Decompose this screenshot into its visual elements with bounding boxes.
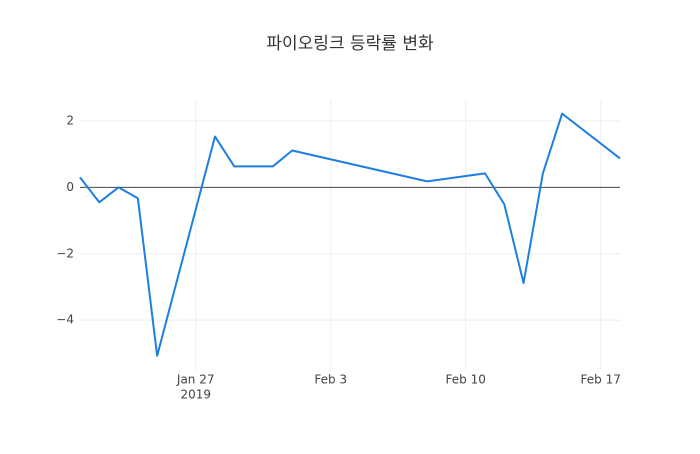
y-tick-label: −4	[56, 313, 74, 327]
chart-title: 파이오링크 등락률 변화	[266, 34, 434, 54]
x-tick-label: Jan 27	[176, 373, 215, 387]
x-tick-label: Feb 10	[446, 373, 486, 387]
y-tick-label: 0	[66, 180, 74, 194]
x-tick-label: Feb 3	[314, 373, 347, 387]
x-year-label: 2019	[180, 388, 211, 402]
y-tick-label: −2	[56, 246, 74, 260]
x-tick-label: Feb 17	[581, 373, 621, 387]
y-tick-label: 2	[66, 113, 74, 127]
line-series	[79, 112, 621, 357]
